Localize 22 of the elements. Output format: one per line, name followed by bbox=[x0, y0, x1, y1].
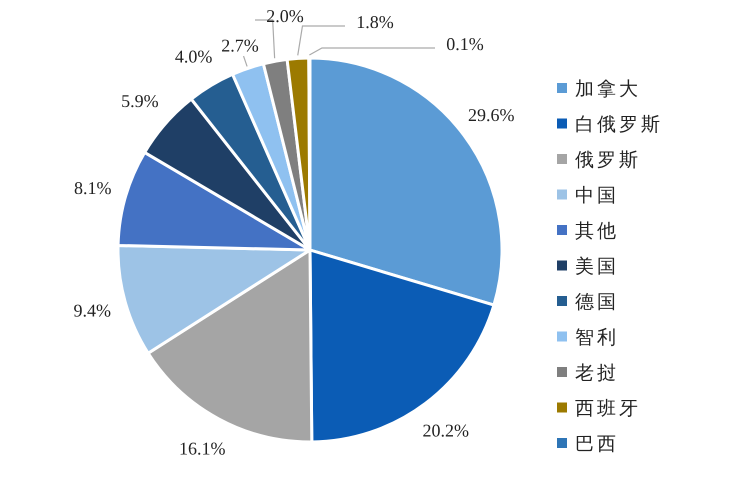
data-label: 5.9% bbox=[121, 91, 159, 112]
data-label: 16.1% bbox=[179, 438, 226, 459]
data-label: 4.0% bbox=[174, 46, 212, 66]
data-label: 2.7% bbox=[221, 36, 259, 56]
legend-label: 美国 bbox=[575, 256, 619, 278]
legend-label: 其他 bbox=[575, 221, 619, 242]
data-label: 0.1% bbox=[446, 34, 484, 54]
legend-label: 西班牙 bbox=[575, 398, 641, 420]
legend-label: 德国 bbox=[575, 292, 619, 313]
legend-label: 中国 bbox=[575, 186, 619, 206]
data-label: 29.6% bbox=[468, 105, 515, 126]
data-label: 20.2% bbox=[422, 420, 470, 441]
legend-label: 加拿大 bbox=[575, 79, 641, 100]
legend-label: 白俄罗斯 bbox=[575, 114, 663, 136]
legend-label: 智利 bbox=[575, 328, 619, 348]
legend-label: 老挝 bbox=[575, 363, 619, 384]
data-label: 9.4% bbox=[74, 300, 112, 321]
legend-label: 巴西 bbox=[575, 434, 619, 455]
legend-label: 俄罗斯 bbox=[575, 150, 641, 171]
data-label: 8.1% bbox=[74, 178, 112, 198]
data-label: 1.8% bbox=[356, 12, 394, 32]
data-label: 2.0% bbox=[266, 6, 304, 26]
